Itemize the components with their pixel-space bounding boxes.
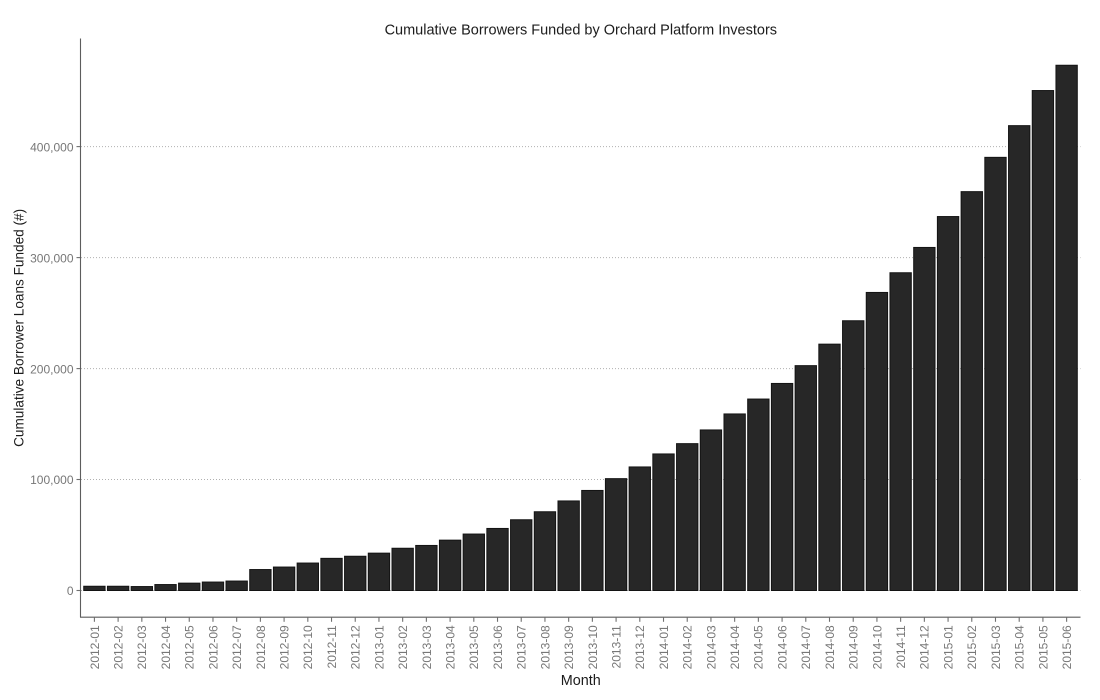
svg-text:2014-05: 2014-05	[752, 625, 766, 669]
svg-text:2013-10: 2013-10	[586, 625, 600, 669]
svg-text:2013-07: 2013-07	[515, 625, 529, 669]
svg-text:2014-08: 2014-08	[823, 625, 837, 669]
svg-text:200,000: 200,000	[30, 362, 74, 376]
svg-text:2013-06: 2013-06	[491, 625, 505, 669]
svg-text:2012-05: 2012-05	[183, 625, 197, 669]
svg-text:2012-09: 2012-09	[277, 625, 291, 669]
svg-text:2015-02: 2015-02	[965, 625, 979, 669]
svg-text:2013-02: 2013-02	[396, 625, 410, 669]
svg-text:2012-01: 2012-01	[88, 625, 102, 669]
svg-text:2012-06: 2012-06	[206, 625, 220, 669]
svg-text:400,000: 400,000	[30, 140, 74, 154]
svg-text:2013-04: 2013-04	[443, 625, 457, 669]
svg-text:100,000: 100,000	[30, 473, 74, 487]
svg-text:2013-11: 2013-11	[609, 625, 623, 668]
svg-text:Cumulative Borrowers Funded by: Cumulative Borrowers Funded by Orchard P…	[385, 23, 777, 39]
svg-text:2013-03: 2013-03	[420, 625, 434, 669]
svg-text:2014-11: 2014-11	[894, 625, 908, 668]
svg-text:2013-01: 2013-01	[372, 625, 386, 669]
svg-text:2013-08: 2013-08	[538, 625, 552, 669]
svg-text:2012-04: 2012-04	[159, 625, 173, 669]
svg-text:2014-07: 2014-07	[799, 625, 813, 669]
svg-text:2013-12: 2013-12	[633, 625, 647, 669]
svg-text:300,000: 300,000	[30, 251, 74, 265]
svg-text:2015-06: 2015-06	[1060, 625, 1074, 669]
svg-text:2014-03: 2014-03	[704, 625, 718, 669]
svg-text:2012-07: 2012-07	[230, 625, 244, 669]
svg-text:2014-04: 2014-04	[728, 625, 742, 669]
svg-text:Cumulative Borrower Loans Fund: Cumulative Borrower Loans Funded (#)	[11, 209, 26, 447]
svg-text:2014-02: 2014-02	[681, 625, 695, 669]
svg-text:0: 0	[67, 584, 74, 598]
svg-text:2012-08: 2012-08	[254, 625, 268, 669]
svg-text:2015-04: 2015-04	[1013, 625, 1027, 669]
svg-text:2014-12: 2014-12	[918, 625, 932, 669]
svg-text:2012-10: 2012-10	[301, 625, 315, 669]
svg-text:2015-03: 2015-03	[989, 625, 1003, 669]
svg-text:2012-11: 2012-11	[325, 625, 339, 668]
svg-text:2012-03: 2012-03	[135, 625, 149, 669]
svg-text:2012-02: 2012-02	[111, 625, 125, 669]
svg-text:Month: Month	[561, 673, 601, 689]
svg-text:2015-01: 2015-01	[941, 625, 955, 669]
svg-text:2014-10: 2014-10	[870, 625, 884, 669]
svg-text:2013-09: 2013-09	[562, 625, 576, 669]
svg-text:2012-12: 2012-12	[349, 625, 363, 669]
svg-text:2013-05: 2013-05	[467, 625, 481, 669]
svg-text:2014-01: 2014-01	[657, 625, 671, 669]
svg-text:2014-06: 2014-06	[775, 625, 789, 669]
svg-text:2014-09: 2014-09	[847, 625, 861, 669]
svg-text:2015-05: 2015-05	[1036, 625, 1050, 669]
